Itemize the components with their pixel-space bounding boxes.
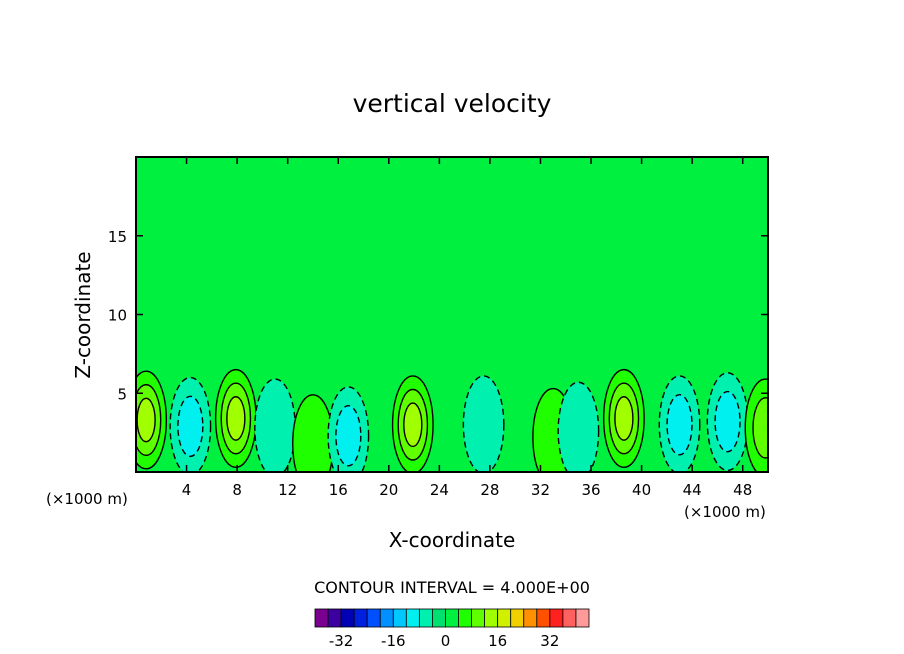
contour-field bbox=[136, 157, 768, 472]
x-tick-label: 20 bbox=[379, 481, 398, 499]
x-tick-label: 16 bbox=[329, 481, 348, 499]
contour-downdraft-11-level-2 bbox=[666, 394, 693, 456]
colorbar-swatch bbox=[471, 608, 486, 628]
colorbar-swatch bbox=[497, 608, 512, 628]
colorbar-tick-label: 0 bbox=[441, 632, 451, 650]
x-axis-label: X-coordinate bbox=[389, 528, 516, 552]
contour-downdraft-5-level-2 bbox=[335, 405, 362, 467]
colorbar-tick-label: -16 bbox=[381, 632, 406, 650]
x-unit-label-right: (×1000 m) bbox=[684, 503, 766, 521]
contour-downdraft-1-level-2 bbox=[177, 395, 204, 458]
colorbar-swatch bbox=[562, 608, 577, 628]
colorbar-swatch bbox=[379, 608, 394, 628]
y-axis-label: Z-coordinate bbox=[71, 251, 95, 378]
colorbar-swatch bbox=[458, 608, 472, 628]
contour-updraft-6-level-3 bbox=[403, 402, 423, 448]
colorbar-tick-label: 16 bbox=[488, 632, 507, 650]
colorbar-swatch bbox=[445, 608, 459, 628]
x-tick-label: 24 bbox=[430, 481, 449, 499]
colorbar-tick-label: -32 bbox=[329, 632, 354, 650]
chart-title: vertical velocity bbox=[353, 89, 552, 118]
contour-downdraft-9-level-1 bbox=[557, 381, 600, 472]
x-tick-label: 4 bbox=[182, 481, 192, 499]
colorbar-swatch bbox=[575, 608, 590, 628]
colorbar-swatch bbox=[549, 608, 564, 628]
y-tick-label: 15 bbox=[108, 228, 127, 246]
contour-downdraft-12-level-2 bbox=[714, 390, 741, 453]
colorbar-swatch bbox=[418, 608, 433, 628]
x-axis-ticks: 4 8 12 16 20 24 28 32 36 40 44 48 bbox=[182, 157, 752, 499]
colorbar-swatch bbox=[432, 608, 446, 628]
colorbar-swatch bbox=[353, 608, 368, 628]
colorbar-tick-label: 32 bbox=[540, 632, 559, 650]
contour-updraft-4-level-1 bbox=[292, 394, 334, 472]
contour-downdraft-7-level-1 bbox=[462, 375, 505, 472]
x-tick-label: 36 bbox=[581, 481, 600, 499]
x-tick-label: 28 bbox=[480, 481, 499, 499]
x-unit-label-left: (×1000 m) bbox=[46, 490, 128, 508]
colorbar-swatch bbox=[327, 608, 342, 628]
colorbar-swatch bbox=[366, 608, 381, 628]
x-tick-label: 8 bbox=[232, 481, 242, 499]
colorbar-swatch bbox=[510, 608, 525, 628]
contour-updraft-13-level-2 bbox=[752, 397, 768, 459]
x-tick-label: 40 bbox=[632, 481, 651, 499]
colorbar-swatch bbox=[484, 608, 499, 628]
y-tick-label: 10 bbox=[108, 307, 127, 325]
colorbar-swatch bbox=[314, 608, 329, 628]
x-tick-label: 44 bbox=[683, 481, 702, 499]
x-tick-label: 32 bbox=[531, 481, 550, 499]
contour-updraft-2-level-3 bbox=[226, 396, 246, 441]
contour-updraft-10-level-3 bbox=[614, 396, 634, 441]
colorbar-swatch bbox=[392, 608, 407, 628]
contour-downdraft-3-level-1 bbox=[254, 378, 296, 472]
contour-interval-label: CONTOUR INTERVAL = 4.000E+00 bbox=[314, 578, 590, 597]
y-axis-ticks: 5 10 15 bbox=[108, 228, 768, 403]
colorbar-swatch bbox=[405, 608, 420, 628]
x-tick-label: 48 bbox=[733, 481, 752, 499]
contour-updraft-0-level-3 bbox=[136, 397, 156, 443]
colorbar-swatch bbox=[340, 608, 355, 628]
colorbar bbox=[314, 608, 590, 628]
colorbar-swatch bbox=[523, 608, 538, 628]
y-tick-label: 5 bbox=[117, 385, 127, 403]
x-tick-label: 12 bbox=[278, 481, 297, 499]
colorbar-tick-labels: -32 -16 0 16 32 bbox=[329, 632, 560, 650]
colorbar-swatch bbox=[536, 608, 551, 628]
